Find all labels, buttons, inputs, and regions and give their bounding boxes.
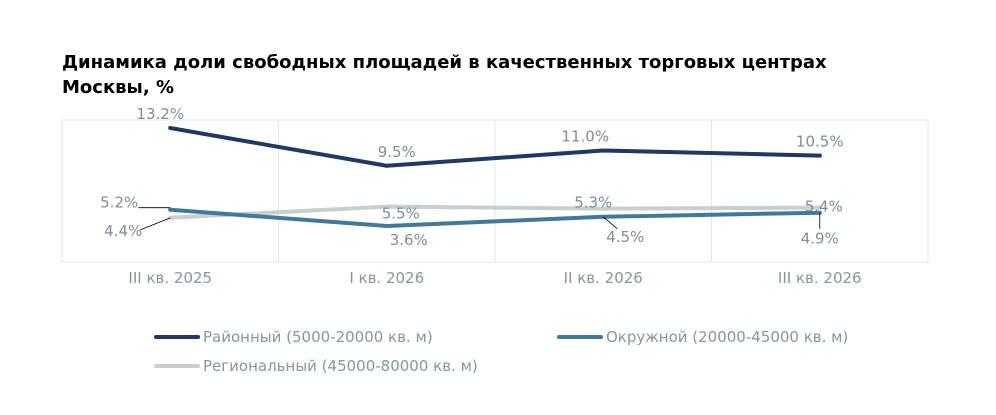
- x-tick-label: I кв. 2026: [349, 269, 424, 287]
- data-label: 4.4%: [104, 222, 142, 240]
- series-point-1: [168, 207, 173, 212]
- series-point-0: [601, 148, 606, 153]
- series-point-2: [601, 206, 606, 211]
- data-label: 5.3%: [574, 194, 612, 212]
- data-label: 11.0%: [561, 127, 609, 145]
- data-label: 5.5%: [382, 205, 420, 223]
- data-label: 13.2%: [136, 105, 184, 123]
- series-point-0: [384, 163, 389, 168]
- data-label: 9.5%: [378, 143, 416, 161]
- data-label: 4.9%: [801, 230, 839, 248]
- data-label: 4.5%: [606, 228, 644, 246]
- x-tick-label: III кв. 2025: [128, 269, 212, 287]
- series-point-0: [168, 126, 173, 130]
- series-line-1: [168, 207, 822, 228]
- series-line-0: [168, 126, 822, 168]
- series-line-2: [168, 204, 822, 220]
- leader-line: [602, 216, 618, 230]
- x-tick-label: III кв. 2026: [778, 269, 862, 287]
- leader-line: [140, 217, 171, 231]
- series-point-2: [817, 205, 822, 210]
- series-point-0: [817, 153, 822, 158]
- data-label: 5.4%: [805, 198, 843, 216]
- x-tick-label: II кв. 2026: [564, 269, 643, 287]
- data-label: 5.2%: [100, 194, 138, 212]
- chart-title: Динамика доли свободных площадей в качес…: [62, 52, 827, 98]
- data-label: 10.5%: [796, 133, 844, 151]
- data-label: 3.6%: [390, 231, 428, 249]
- series-point-1: [384, 224, 389, 228]
- series-point-2: [384, 204, 389, 209]
